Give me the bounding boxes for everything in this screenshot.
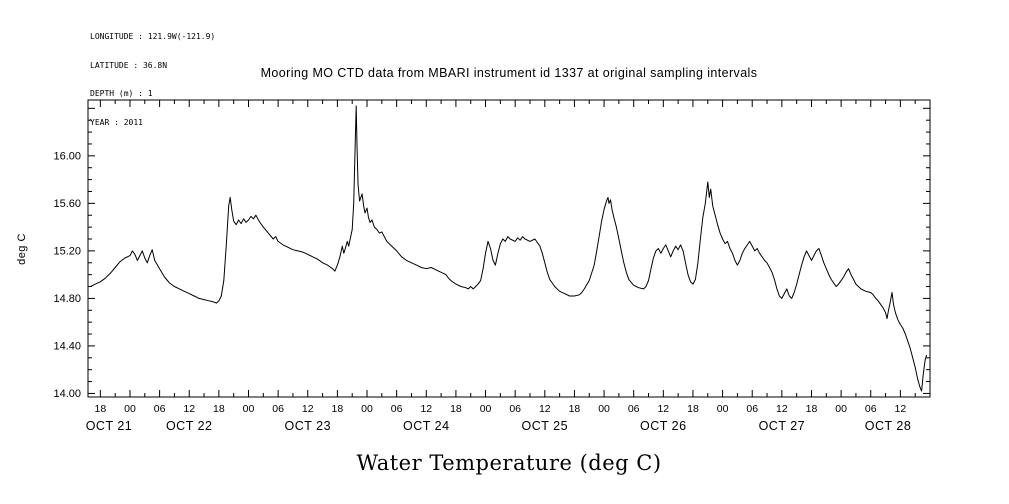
hour-tick-label: 00 bbox=[361, 403, 373, 415]
metadata-block: LONGITUDE : 121.9W(-121.9) LATITUDE : 36… bbox=[90, 13, 215, 146]
hour-tick-label: 18 bbox=[687, 403, 699, 415]
hour-tick-label: 12 bbox=[539, 403, 551, 415]
hour-tick-label: 18 bbox=[213, 403, 225, 415]
hour-tick-label: 00 bbox=[243, 403, 255, 415]
hour-tick-label: 12 bbox=[657, 403, 669, 415]
hour-tick-label: 18 bbox=[569, 403, 581, 415]
hour-tick-label: 00 bbox=[717, 403, 729, 415]
x-axis-ticks bbox=[99, 100, 916, 397]
x-axis-caption: Water Temperature (deg C) bbox=[356, 451, 662, 475]
date-labels: OCT 21 OCT 22 OCT 23 OCT 24 OCT 25 OCT 26 OCT … bbox=[86, 419, 912, 433]
hour-tick-label: 12 bbox=[420, 403, 432, 415]
plot-frame bbox=[87, 99, 931, 398]
hour-tick-label: 00 bbox=[598, 403, 610, 415]
hour-tick-label: 00 bbox=[124, 403, 136, 415]
date-label: OCT 24 bbox=[403, 419, 450, 433]
date-label: OCT 27 bbox=[759, 419, 806, 433]
y-tick-label: 14.80 bbox=[53, 293, 81, 305]
y-tick-labels: 14.00 14.40 14.80 15.20 15.60 16.00 bbox=[53, 150, 81, 400]
hour-tick-label: 18 bbox=[806, 403, 818, 415]
chart-title: Mooring MO CTD data from MBARI instrumen… bbox=[260, 66, 758, 80]
hour-tick-label: 00 bbox=[480, 403, 492, 415]
hour-tick-label: 06 bbox=[865, 403, 877, 415]
hour-tick-label: 18 bbox=[450, 403, 462, 415]
latitude-text: LATITUDE : 36.8N bbox=[90, 60, 168, 70]
hour-tick-label: 18 bbox=[95, 403, 107, 415]
hour-tick-label: 06 bbox=[391, 403, 403, 415]
y-tick-label: 14.00 bbox=[53, 388, 81, 400]
hour-tick-label: 06 bbox=[154, 403, 166, 415]
hour-tick-label: 06 bbox=[272, 403, 284, 415]
y-axis-ticks bbox=[88, 107, 930, 394]
date-label: OCT 22 bbox=[166, 419, 213, 433]
date-label: OCT 25 bbox=[522, 419, 569, 433]
longitude-text: LONGITUDE : 121.9W(-121.9) bbox=[90, 32, 216, 41]
hour-tick-label: 12 bbox=[776, 403, 788, 415]
hour-tick-label: 06 bbox=[509, 403, 521, 415]
hour-tick-label: 12 bbox=[183, 403, 195, 415]
hour-tick-label: 12 bbox=[302, 403, 314, 415]
hour-tick-label: 18 bbox=[332, 403, 344, 415]
hour-tick-label: 06 bbox=[746, 403, 758, 415]
y-tick-label: 15.20 bbox=[53, 245, 81, 257]
depth-text: DEPTH (m) : 1 bbox=[90, 89, 153, 98]
hour-tick-labels: 18 00 06 12 18 00 06 12 18 00 06 12 18 00 06 12 18 00 06 12… bbox=[95, 403, 907, 415]
date-label: OCT 21 bbox=[86, 419, 133, 433]
temperature-series-line bbox=[87, 105, 927, 392]
hour-tick-label: 12 bbox=[895, 403, 907, 415]
y-tick-label: 15.60 bbox=[53, 198, 81, 210]
y-tick-label: 14.40 bbox=[53, 340, 81, 352]
hour-tick-label: 06 bbox=[628, 403, 640, 415]
date-label: OCT 28 bbox=[865, 419, 912, 433]
date-label: OCT 23 bbox=[284, 419, 331, 433]
year-text: YEAR : 2011 bbox=[90, 117, 143, 127]
date-label: OCT 26 bbox=[640, 419, 687, 433]
hour-tick-label: 00 bbox=[835, 403, 847, 415]
y-tick-label: 16.00 bbox=[53, 150, 81, 162]
